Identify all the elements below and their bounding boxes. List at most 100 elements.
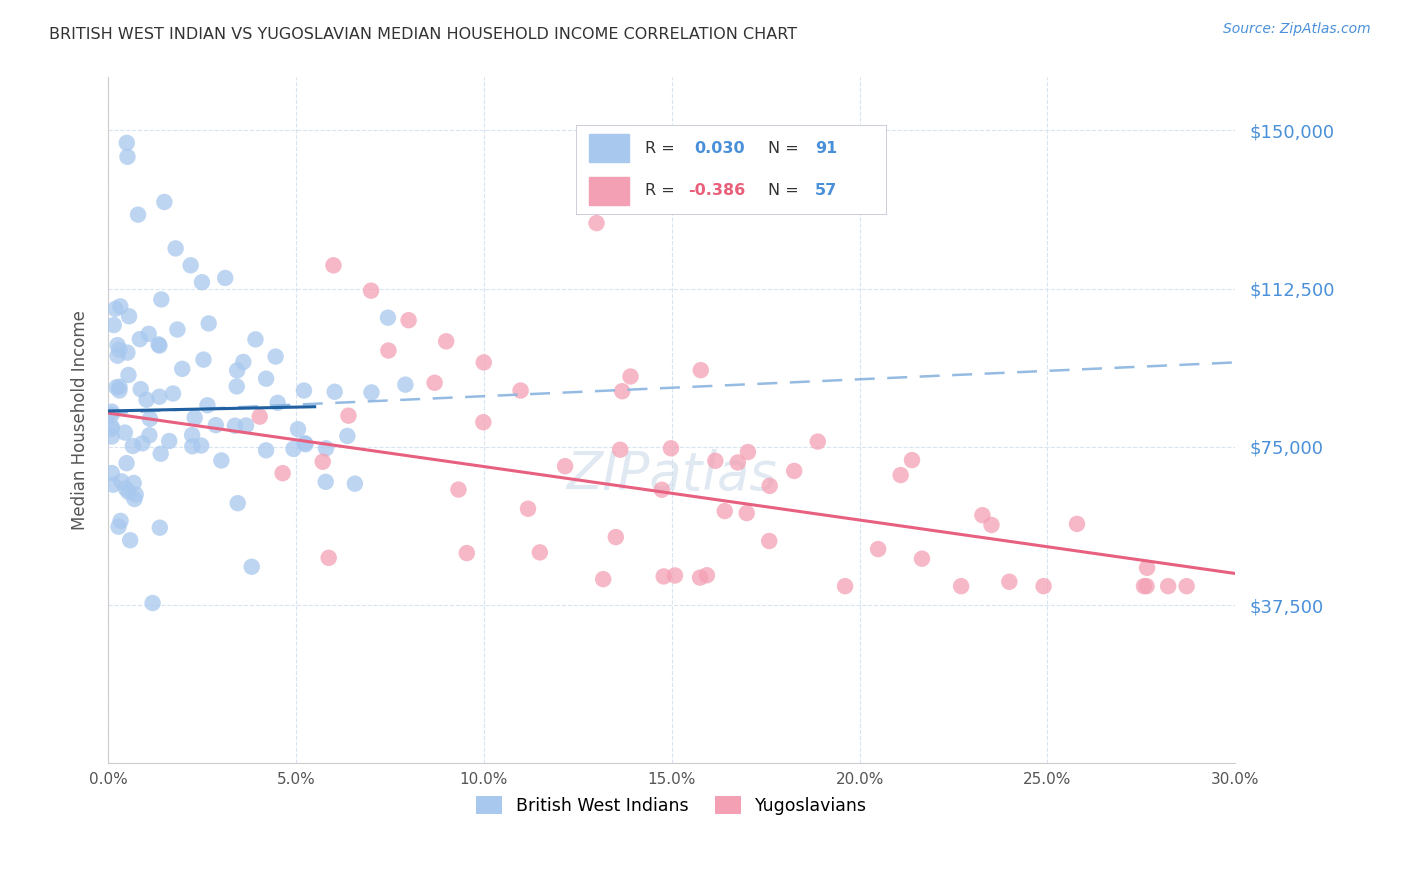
- Point: [610, 384, 633, 399]
- Point: [343, 476, 366, 491]
- Point: [315, 475, 337, 489]
- Point: [456, 546, 478, 560]
- Point: [737, 445, 759, 459]
- Point: [998, 574, 1021, 589]
- Point: [157, 434, 180, 448]
- Text: R =: R =: [644, 184, 679, 198]
- Point: [266, 396, 288, 410]
- Point: [107, 338, 129, 352]
- Point: [197, 317, 219, 331]
- Point: [103, 318, 125, 332]
- Point: [509, 384, 531, 398]
- Text: -0.386: -0.386: [688, 184, 745, 198]
- Point: [180, 258, 202, 272]
- Point: [447, 483, 470, 497]
- Point: [423, 376, 446, 390]
- Point: [287, 422, 309, 436]
- Point: [1157, 579, 1180, 593]
- Point: [193, 352, 215, 367]
- Point: [249, 409, 271, 424]
- Point: [153, 194, 176, 209]
- Point: [127, 208, 149, 222]
- Point: [609, 442, 631, 457]
- Point: [135, 392, 157, 407]
- Point: [148, 337, 170, 351]
- Point: [117, 368, 139, 382]
- Point: [149, 521, 172, 535]
- Point: [115, 456, 138, 470]
- Point: [972, 508, 994, 523]
- Point: [1032, 579, 1054, 593]
- Point: [122, 475, 145, 490]
- Point: [758, 534, 780, 549]
- Point: [834, 579, 856, 593]
- Point: [165, 241, 187, 255]
- Point: [100, 419, 122, 434]
- Point: [868, 542, 890, 557]
- Point: [150, 293, 173, 307]
- Point: [517, 501, 540, 516]
- Point: [117, 484, 139, 499]
- Point: [713, 504, 735, 518]
- Point: [807, 434, 830, 449]
- Point: [245, 332, 267, 346]
- Point: [1066, 516, 1088, 531]
- Point: [758, 479, 780, 493]
- Point: [434, 334, 457, 349]
- Point: [191, 275, 214, 289]
- Point: [727, 455, 749, 469]
- Point: [148, 390, 170, 404]
- Point: [318, 550, 340, 565]
- Point: [149, 447, 172, 461]
- Point: [101, 466, 124, 480]
- Point: [605, 530, 627, 544]
- Point: [254, 371, 277, 385]
- Point: [117, 150, 139, 164]
- Bar: [589, 177, 628, 205]
- Point: [110, 475, 132, 489]
- Point: [225, 379, 247, 393]
- Point: [226, 363, 249, 377]
- Point: [398, 313, 420, 327]
- Point: [114, 425, 136, 440]
- Point: [890, 468, 912, 483]
- Y-axis label: Median Household Income: Median Household Income: [72, 310, 89, 531]
- Point: [529, 545, 551, 559]
- Point: [312, 455, 335, 469]
- Point: [209, 453, 232, 467]
- Text: N =: N =: [768, 184, 804, 198]
- Point: [689, 571, 711, 585]
- Point: [148, 338, 170, 352]
- Point: [100, 429, 122, 443]
- Point: [337, 409, 360, 423]
- Point: [619, 369, 641, 384]
- Point: [214, 271, 236, 285]
- Point: [322, 258, 344, 272]
- Point: [336, 429, 359, 443]
- Point: [696, 568, 718, 582]
- Point: [114, 482, 136, 496]
- Point: [360, 385, 382, 400]
- Point: [980, 518, 1002, 533]
- Text: BRITISH WEST INDIAN VS YUGOSLAVIAN MEDIAN HOUSEHOLD INCOME CORRELATION CHART: BRITISH WEST INDIAN VS YUGOSLAVIAN MEDIA…: [49, 27, 797, 42]
- Point: [115, 136, 138, 150]
- Point: [100, 408, 122, 422]
- Point: [224, 418, 246, 433]
- Point: [554, 459, 576, 474]
- Point: [103, 477, 125, 491]
- Point: [271, 466, 294, 480]
- Point: [254, 443, 277, 458]
- Point: [172, 361, 194, 376]
- Point: [226, 496, 249, 510]
- Point: [264, 350, 287, 364]
- Point: [1133, 579, 1156, 593]
- Point: [120, 533, 142, 548]
- Point: [110, 299, 132, 313]
- Point: [181, 428, 204, 442]
- Point: [592, 572, 614, 586]
- Text: 57: 57: [814, 184, 837, 198]
- Point: [232, 355, 254, 369]
- Text: ZIPatlas: ZIPatlas: [567, 450, 778, 501]
- Point: [235, 418, 257, 433]
- Point: [377, 343, 399, 358]
